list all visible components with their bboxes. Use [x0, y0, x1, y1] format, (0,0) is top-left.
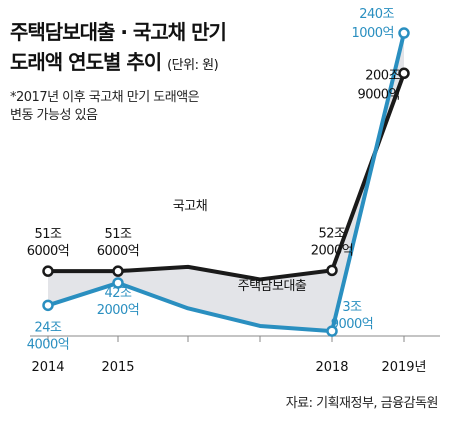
- mortgage-point: [112, 277, 124, 289]
- mortgage-point: [398, 27, 410, 39]
- chart-title-text: 도래액 연도별 추이: [10, 50, 162, 74]
- mortgage-point: [326, 325, 338, 337]
- x-tick-label: 2018: [315, 360, 348, 375]
- treasury-point: [112, 265, 124, 277]
- footnote-line2: 변동 가능성 있음: [10, 108, 98, 123]
- data-label-treasury: 6000억: [27, 244, 70, 259]
- data-label-treasury: 200조: [365, 68, 400, 83]
- treasury-point: [326, 264, 338, 277]
- footnote: *2017년 이후 국고채 만기 도래액은: [10, 90, 200, 105]
- data-label-mortgage: 2000억: [97, 303, 140, 318]
- series-name-treasury: 국고채: [173, 199, 207, 214]
- data-label-treasury: 52조: [318, 226, 346, 241]
- chart-title-line2: 도래액 연도별 추이 (단위: 원): [10, 46, 219, 75]
- x-tick-label: 2014: [31, 360, 64, 375]
- data-label-treasury: 51조: [104, 227, 132, 242]
- data-label-mortgage: 42조: [104, 286, 132, 301]
- series-line-mortgage: [47, 32, 406, 334]
- x-tick-label: 2019년: [381, 360, 426, 375]
- source-label: 자료: 기획재정부, 금융감독원: [285, 396, 439, 411]
- chart-title: 주택담보대출 · 국고채 만기: [10, 20, 227, 44]
- x-tick-label: 2015: [101, 360, 134, 375]
- data-label-mortgage: 9000억: [331, 317, 374, 332]
- treasury-point: [398, 67, 410, 80]
- data-label-mortgage: 240조: [359, 7, 394, 22]
- treasury-point: [42, 265, 54, 277]
- mortgage-point: [42, 299, 54, 312]
- data-label-mortgage: 3조: [342, 300, 362, 315]
- data-label-treasury: 9000억: [357, 87, 400, 102]
- data-label-treasury: 2000억: [311, 243, 354, 258]
- unit-label: (단위: 원): [167, 58, 219, 73]
- data-label-treasury: 6000억: [97, 244, 140, 259]
- data-label-mortgage: 4000억: [27, 337, 70, 352]
- data-label-mortgage: 24조: [34, 320, 62, 335]
- series-line-treasury: [48, 72, 406, 282]
- data-label-treasury: 51조: [34, 227, 62, 242]
- series-name-mortgage: 주택담보대출: [238, 279, 307, 294]
- data-label-mortgage: 1000억: [351, 26, 394, 41]
